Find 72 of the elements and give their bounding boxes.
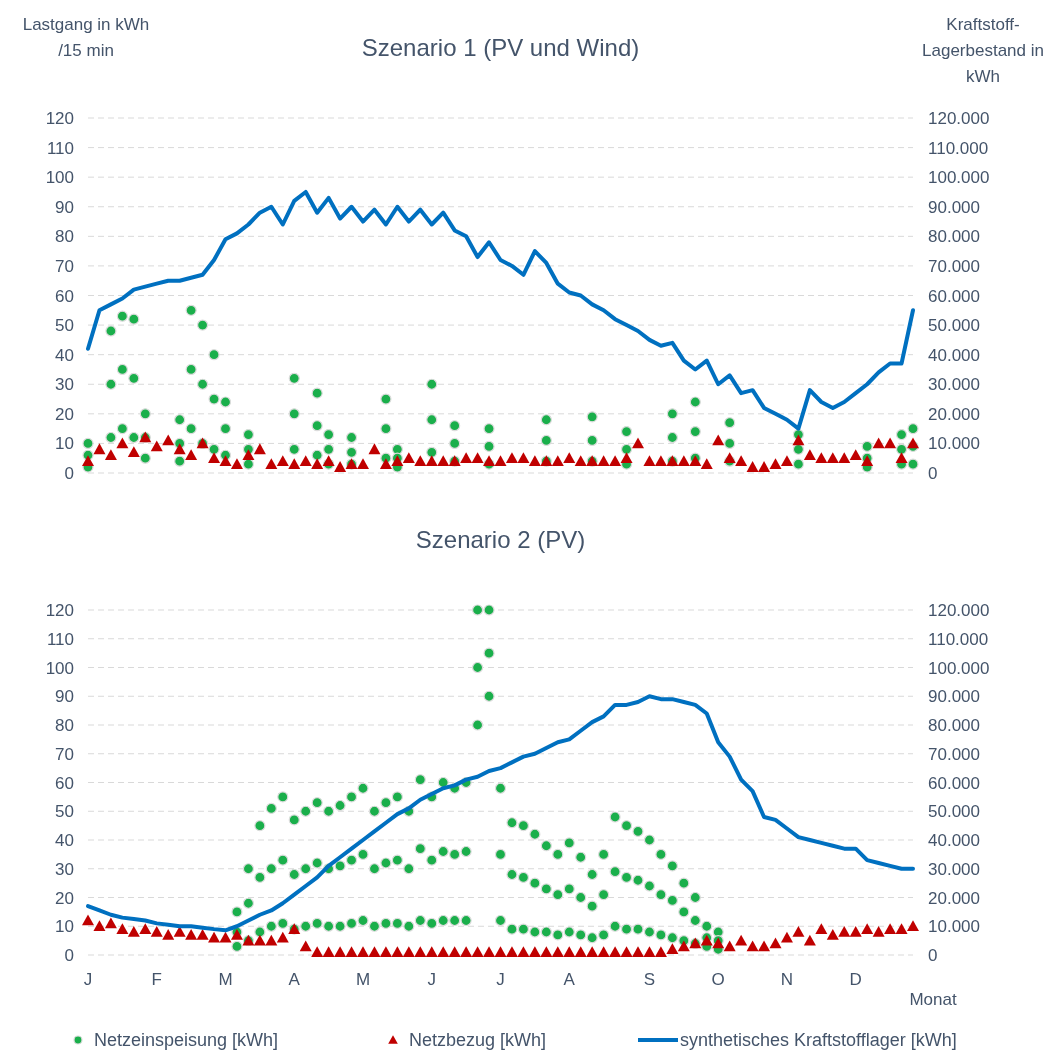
y-tick-label: 70 bbox=[55, 744, 74, 764]
legend-label: Netzeinspeisung [kWh] bbox=[94, 1030, 279, 1050]
y2-tick-label: 100.000 bbox=[928, 658, 990, 678]
y-axis-title: Lastgang in kWh /15 min bbox=[22, 15, 150, 60]
y-tick-label: 110 bbox=[46, 138, 74, 158]
y2-tick-label: 110.000 bbox=[928, 138, 989, 158]
y-tick-label: 40 bbox=[55, 345, 74, 365]
y-tick-label: 40 bbox=[55, 831, 74, 850]
x-tick-label: M bbox=[218, 970, 233, 989]
x-tick-label: D bbox=[849, 970, 862, 989]
y-tick-label: 110 bbox=[46, 629, 74, 649]
x-tick-label: A bbox=[563, 970, 576, 989]
y2-tick-label: 60.000 bbox=[928, 773, 980, 793]
y-tick-label: 70 bbox=[55, 256, 74, 276]
y2-tick-label: 120.000 bbox=[928, 601, 990, 620]
y2-tick-label: 120.000 bbox=[928, 109, 990, 128]
y2-tick-label: 80.000 bbox=[928, 227, 980, 247]
x-tick-label: F bbox=[151, 970, 162, 989]
y2-tick-label: 110.000 bbox=[928, 629, 989, 649]
y2-tick-label: 20.000 bbox=[928, 404, 980, 424]
y-tick-label: 90 bbox=[55, 687, 74, 707]
y2-tick-label: 0 bbox=[928, 946, 938, 965]
y2-tick-label: 0 bbox=[928, 464, 938, 483]
y2-tick-label: 70.000 bbox=[928, 744, 980, 764]
y-tick-label: 100 bbox=[45, 658, 74, 678]
x-axis-title: Monat bbox=[909, 990, 957, 1009]
y-tick-label: 20 bbox=[55, 404, 74, 424]
y-tick-label: 0 bbox=[64, 946, 74, 965]
x-tick-label: J bbox=[496, 970, 505, 989]
y-tick-label: 10 bbox=[55, 434, 74, 454]
y2-tick-label: 60.000 bbox=[928, 286, 980, 306]
y-tick-label: 60 bbox=[55, 286, 74, 306]
x-tick-label: J bbox=[83, 970, 93, 989]
y2-tick-label: 90.000 bbox=[928, 197, 980, 217]
y-tick-label: 80 bbox=[55, 716, 74, 735]
x-tick-label: A bbox=[288, 970, 301, 989]
y-tick-label: 50 bbox=[55, 316, 74, 336]
chart-title: Szenario 2 (PV) bbox=[415, 526, 586, 553]
y-tick-label: 0 bbox=[64, 464, 74, 483]
y-tick-label: 60 bbox=[55, 773, 74, 793]
y-tick-label: 30 bbox=[55, 859, 74, 879]
y2-tick-label: 90.000 bbox=[928, 687, 980, 707]
y-tick-label: 80 bbox=[55, 227, 74, 247]
y-tick-label: 20 bbox=[55, 888, 74, 908]
y2-tick-label: 100.000 bbox=[928, 168, 990, 188]
y-tick-label: 10 bbox=[55, 917, 74, 937]
x-tick-label: S bbox=[643, 970, 656, 989]
x-tick-label: M bbox=[355, 970, 371, 989]
y2-tick-label: 20.000 bbox=[928, 888, 980, 908]
chart-title: Szenario 1 (PV und Wind) bbox=[361, 34, 640, 61]
y-tick-label: 100 bbox=[45, 168, 74, 188]
legend-label: Netzbezug [kWh] bbox=[409, 1030, 547, 1050]
y-tick-label: 50 bbox=[55, 802, 74, 822]
y2-tick-label: 70.000 bbox=[928, 256, 980, 276]
y-tick-label: 90 bbox=[55, 197, 74, 217]
y2-tick-label: 30.000 bbox=[928, 375, 980, 395]
y2-tick-label: 40.000 bbox=[928, 345, 980, 365]
y2-tick-label: 50.000 bbox=[928, 316, 980, 336]
y-tick-label: 120 bbox=[45, 601, 74, 620]
y2-tick-label: 80.000 bbox=[928, 716, 980, 735]
y2-axis-title: Kraftstoff- Lagerbestand in kWh bbox=[922, 15, 1044, 86]
y-tick-label: 30 bbox=[55, 375, 74, 395]
y2-tick-label: 10.000 bbox=[928, 917, 980, 937]
x-tick-label: J bbox=[427, 970, 436, 989]
legend-label: synthetisches Kraftstofflager [kWh] bbox=[680, 1030, 957, 1050]
y2-tick-label: 50.000 bbox=[928, 802, 980, 822]
y2-tick-label: 10.000 bbox=[928, 434, 980, 454]
y2-tick-label: 40.000 bbox=[928, 831, 980, 850]
x-tick-label: N bbox=[780, 970, 794, 989]
x-tick-label: O bbox=[711, 970, 725, 989]
y2-tick-label: 30.000 bbox=[928, 859, 980, 879]
y-tick-label: 120 bbox=[45, 109, 74, 128]
